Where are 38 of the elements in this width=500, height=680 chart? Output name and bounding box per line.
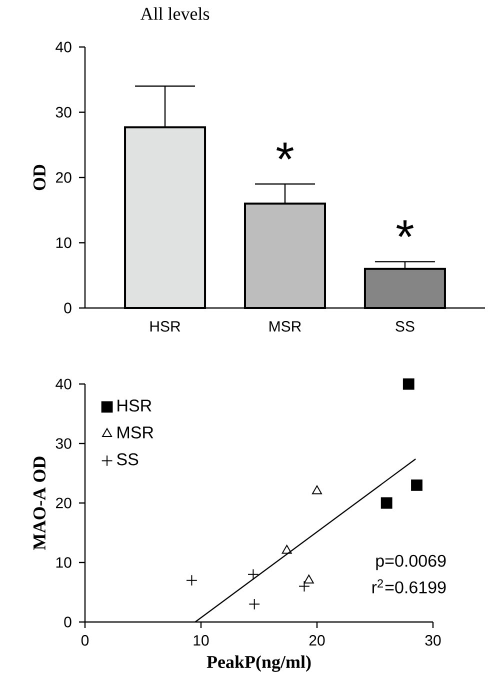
annotation: * xyxy=(396,220,414,238)
y-tick-label: 20 xyxy=(56,498,72,508)
point xyxy=(248,598,260,610)
y-axis-title: OD xyxy=(33,164,46,190)
y-tick-label: 0 xyxy=(64,616,72,628)
legend-label: SS xyxy=(117,453,138,466)
point xyxy=(402,378,414,390)
y-tick-label: 30 xyxy=(56,106,72,118)
y-tick-label: 10 xyxy=(56,557,72,568)
point xyxy=(304,574,314,584)
x-tick-label: HSR xyxy=(150,321,180,332)
x-tick-label: 20 xyxy=(309,635,325,646)
point xyxy=(380,497,392,509)
x-tick-label: 0 xyxy=(81,635,89,646)
annotation: * xyxy=(276,142,294,160)
x-axis-title: PeakP(ng/ml) xyxy=(206,655,311,672)
annotation: r$^{2}$=0.6199 xyxy=(372,579,446,594)
chart-title: All levels xyxy=(140,7,210,20)
point xyxy=(298,580,310,592)
y-tick-label: 0 xyxy=(64,302,72,314)
point xyxy=(186,574,198,586)
y-tick-label: 40 xyxy=(56,378,72,390)
x-tick-label: MSR xyxy=(270,321,301,332)
y-tick-label: 10 xyxy=(56,237,72,248)
legend-label: HSR xyxy=(118,400,152,412)
annotation: p=0.0069 xyxy=(376,554,446,570)
point xyxy=(312,485,322,494)
x-tick-label: 10 xyxy=(194,635,209,646)
legend-label: MSR xyxy=(118,426,154,438)
y-tick-label: 40 xyxy=(56,42,72,52)
point xyxy=(247,568,259,580)
x-tick-label: 30 xyxy=(425,635,441,646)
y-tick-label: 30 xyxy=(56,438,72,449)
x-tick-label: SS xyxy=(396,321,414,332)
point xyxy=(411,479,422,491)
point xyxy=(282,544,292,554)
y-tick-label: 20 xyxy=(56,172,72,183)
y-axis-title: MAO-A OD xyxy=(33,456,46,550)
